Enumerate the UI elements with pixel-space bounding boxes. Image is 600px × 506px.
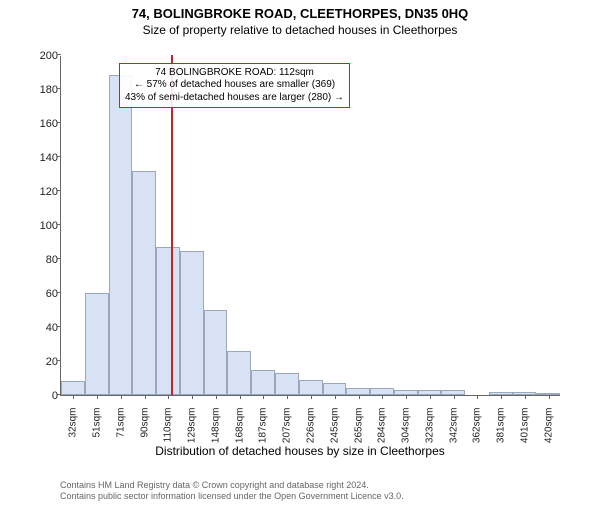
x-tick-label: 323sqm	[424, 408, 435, 448]
y-tick-label: 140	[18, 152, 58, 164]
x-tick-label: 304sqm	[401, 408, 412, 448]
annotation-box: 74 BOLINGBROKE ROAD: 112sqm← 57% of deta…	[119, 63, 350, 109]
x-tick-label: 129sqm	[187, 408, 198, 448]
x-tick-label: 90sqm	[139, 408, 150, 448]
x-tick-mark	[359, 395, 360, 399]
histogram-bar	[109, 75, 133, 395]
y-tick-label: 60	[18, 288, 58, 300]
x-tick-mark	[477, 395, 478, 399]
x-tick-mark	[501, 395, 502, 399]
x-tick-label: 226sqm	[306, 408, 317, 448]
x-tick-mark	[73, 395, 74, 399]
x-tick-label: 32sqm	[68, 408, 79, 448]
x-tick-mark	[335, 395, 336, 399]
x-tick-mark	[168, 395, 169, 399]
histogram-bar	[156, 247, 180, 395]
x-tick-mark	[454, 395, 455, 399]
x-tick-label: 168sqm	[234, 408, 245, 448]
x-tick-mark	[382, 395, 383, 399]
x-tick-mark	[263, 395, 264, 399]
footer-text: Contains HM Land Registry data © Crown c…	[60, 480, 404, 503]
histogram-bar	[227, 351, 251, 395]
y-tick-mark	[57, 258, 61, 259]
histogram-bar	[85, 293, 109, 395]
histogram-bar	[204, 310, 228, 395]
y-tick-label: 40	[18, 322, 58, 334]
y-tick-mark	[57, 156, 61, 157]
y-tick-mark	[57, 88, 61, 89]
annotation-line: 74 BOLINGBROKE ROAD: 112sqm	[125, 67, 344, 80]
histogram-bar	[275, 373, 299, 395]
histogram-bar	[370, 388, 394, 395]
x-tick-label: 110sqm	[163, 408, 174, 448]
x-tick-mark	[525, 395, 526, 399]
y-tick-label: 200	[18, 50, 58, 62]
y-tick-label: 180	[18, 84, 58, 96]
y-tick-mark	[57, 292, 61, 293]
y-tick-label: 0	[18, 390, 58, 402]
x-tick-label: 420sqm	[543, 408, 554, 448]
x-tick-label: 342sqm	[448, 408, 459, 448]
y-tick-mark	[57, 326, 61, 327]
x-tick-mark	[430, 395, 431, 399]
footer-line-2: Contains public sector information licen…	[60, 491, 404, 502]
x-tick-label: 401sqm	[519, 408, 530, 448]
x-tick-label: 51sqm	[92, 408, 103, 448]
x-tick-label: 207sqm	[282, 408, 293, 448]
histogram-bar	[61, 381, 85, 395]
y-tick-mark	[57, 224, 61, 225]
chart-container: Number of detached properties 0204060801…	[0, 46, 600, 446]
x-tick-label: 71sqm	[115, 408, 126, 448]
y-tick-mark	[57, 360, 61, 361]
y-tick-mark	[57, 190, 61, 191]
y-tick-label: 20	[18, 356, 58, 368]
x-tick-label: 245sqm	[329, 408, 340, 448]
x-tick-label: 284sqm	[377, 408, 388, 448]
x-axis-label: Distribution of detached houses by size …	[0, 444, 600, 458]
x-tick-mark	[216, 395, 217, 399]
page-title: 74, BOLINGBROKE ROAD, CLEETHORPES, DN35 …	[0, 6, 600, 21]
histogram-bar	[132, 171, 156, 395]
x-tick-label: 148sqm	[210, 408, 221, 448]
x-tick-mark	[406, 395, 407, 399]
x-tick-label: 362sqm	[472, 408, 483, 448]
y-tick-mark	[57, 54, 61, 55]
x-tick-mark	[549, 395, 550, 399]
x-tick-mark	[311, 395, 312, 399]
histogram-bar	[346, 388, 370, 395]
x-tick-mark	[287, 395, 288, 399]
footer-line-1: Contains HM Land Registry data © Crown c…	[60, 480, 404, 491]
histogram-bar	[180, 251, 204, 396]
y-tick-label: 120	[18, 186, 58, 198]
x-tick-label: 265sqm	[353, 408, 364, 448]
plot-area: 02040608010012014016018020032sqm51sqm71s…	[60, 56, 560, 396]
histogram-bar	[299, 380, 323, 395]
x-tick-mark	[192, 395, 193, 399]
x-tick-mark	[121, 395, 122, 399]
x-tick-label: 187sqm	[258, 408, 269, 448]
histogram-bar	[251, 370, 275, 396]
annotation-line: 43% of semi-detached houses are larger (…	[125, 92, 344, 105]
page-subtitle: Size of property relative to detached ho…	[0, 23, 600, 37]
y-tick-mark	[57, 122, 61, 123]
annotation-line: ← 57% of detached houses are smaller (36…	[125, 79, 344, 92]
y-tick-label: 100	[18, 220, 58, 232]
x-tick-label: 381sqm	[496, 408, 507, 448]
x-tick-mark	[145, 395, 146, 399]
x-tick-mark	[97, 395, 98, 399]
y-tick-label: 80	[18, 254, 58, 266]
histogram-bar	[323, 383, 347, 395]
y-tick-label: 160	[18, 118, 58, 130]
x-tick-mark	[240, 395, 241, 399]
